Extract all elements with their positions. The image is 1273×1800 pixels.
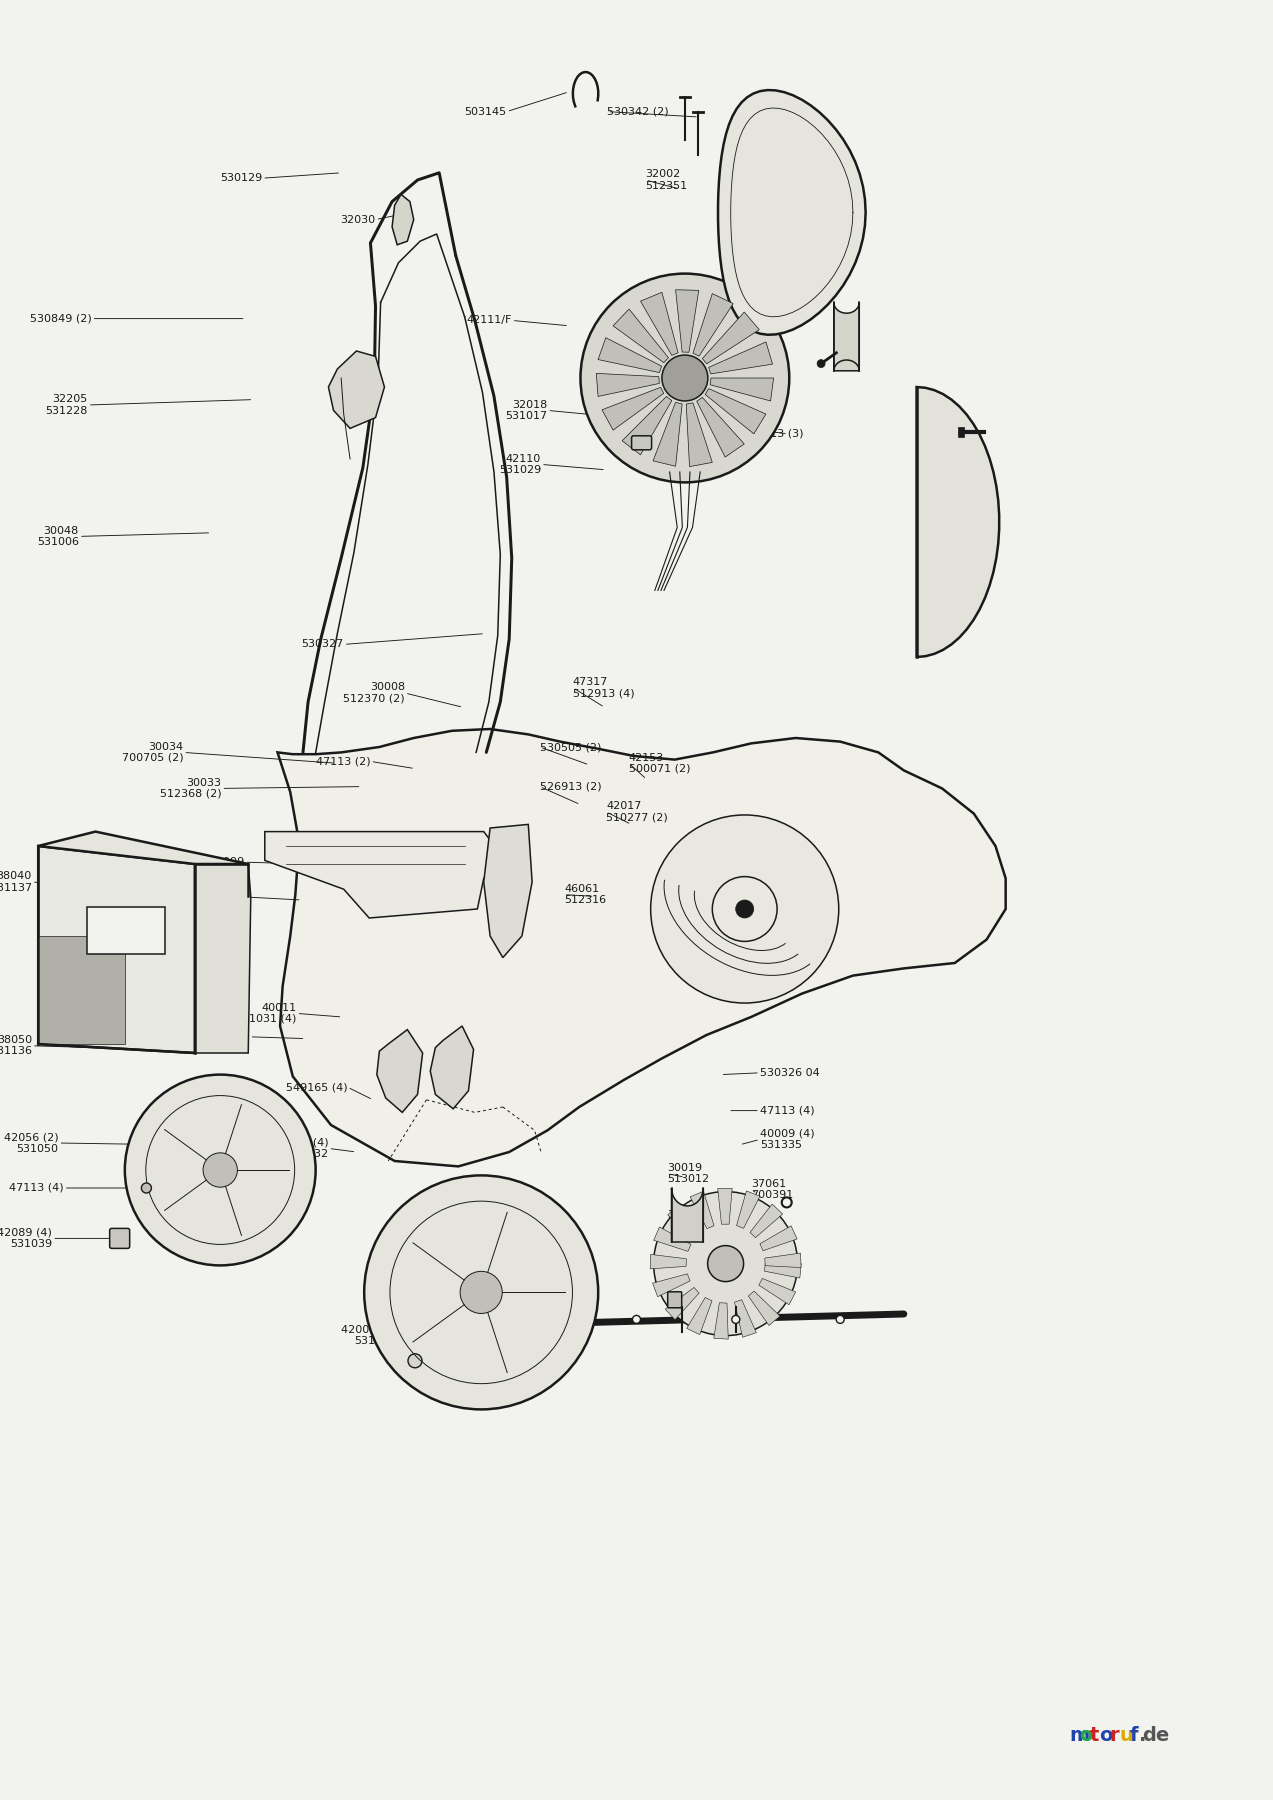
Text: r: r <box>1109 1726 1119 1744</box>
Text: 530327: 530327 <box>302 639 344 650</box>
Text: 42056 (2)
531050: 42056 (2) 531050 <box>4 1132 59 1154</box>
Polygon shape <box>672 1188 704 1242</box>
Text: 312004: 312004 <box>760 292 802 302</box>
Text: o: o <box>1080 1726 1092 1744</box>
Text: 42017
510277 (2): 42017 510277 (2) <box>606 801 668 823</box>
Polygon shape <box>38 936 125 1044</box>
Text: 38005
531133: 38005 531133 <box>437 869 479 891</box>
Circle shape <box>836 1316 844 1323</box>
Text: 42089 (4)
531039: 42089 (4) 531039 <box>0 1228 52 1249</box>
Polygon shape <box>38 846 195 1053</box>
Polygon shape <box>265 832 503 918</box>
Polygon shape <box>377 1030 423 1112</box>
Text: 40018 (4)
531033: 40018 (4) 531033 <box>199 1195 253 1217</box>
Polygon shape <box>596 373 659 396</box>
Text: 30019
513012: 30019 513012 <box>667 1163 709 1184</box>
Polygon shape <box>718 90 866 335</box>
Text: 40012 (4)
531032: 40012 (4) 531032 <box>274 1138 328 1159</box>
Circle shape <box>204 1152 237 1188</box>
Polygon shape <box>622 396 672 455</box>
Text: 40011
531031 (4): 40011 531031 (4) <box>236 1003 297 1024</box>
Text: 38050
531136: 38050 531136 <box>0 1035 32 1057</box>
FancyBboxPatch shape <box>959 427 964 437</box>
Text: 47113 (2): 47113 (2) <box>316 756 370 767</box>
Polygon shape <box>710 378 774 401</box>
Polygon shape <box>703 311 759 364</box>
Polygon shape <box>693 293 733 356</box>
Polygon shape <box>705 389 766 434</box>
Text: 42153
500071 (2): 42153 500071 (2) <box>629 752 690 774</box>
Text: u: u <box>1119 1726 1133 1744</box>
Text: 32205
531228: 32205 531228 <box>46 394 88 416</box>
Text: 530342 (2): 530342 (2) <box>607 106 668 117</box>
Polygon shape <box>666 1287 699 1319</box>
Text: 42110
531029: 42110 531029 <box>499 454 541 475</box>
Text: 32030: 32030 <box>340 214 376 225</box>
Text: 526913 (2): 526913 (2) <box>540 781 601 792</box>
Text: 37061
700391: 37061 700391 <box>751 1179 793 1201</box>
Polygon shape <box>430 1026 474 1109</box>
Text: 503145: 503145 <box>465 106 507 117</box>
Polygon shape <box>653 1274 690 1296</box>
Circle shape <box>580 274 789 482</box>
FancyBboxPatch shape <box>109 1228 130 1249</box>
Polygon shape <box>653 403 682 466</box>
Circle shape <box>364 1175 598 1409</box>
Text: 47113 (3): 47113 (3) <box>713 922 768 932</box>
Polygon shape <box>686 1298 712 1334</box>
Polygon shape <box>668 1204 700 1238</box>
Circle shape <box>653 1192 798 1336</box>
FancyBboxPatch shape <box>631 436 652 450</box>
Circle shape <box>125 1075 316 1265</box>
Circle shape <box>732 1316 740 1323</box>
Polygon shape <box>614 310 668 362</box>
Text: 38009
531140 (2): 38009 531140 (2) <box>188 1026 250 1048</box>
Text: o: o <box>1100 1726 1113 1744</box>
Text: 46061
512316: 46061 512316 <box>564 884 606 905</box>
Text: 530849 (2): 530849 (2) <box>29 313 92 324</box>
Polygon shape <box>484 824 532 958</box>
Circle shape <box>651 815 839 1003</box>
Polygon shape <box>328 351 384 428</box>
FancyBboxPatch shape <box>668 1292 681 1309</box>
Polygon shape <box>765 1253 801 1267</box>
Polygon shape <box>602 387 663 430</box>
Text: 47317
512913 (3): 47317 512913 (3) <box>742 418 803 439</box>
Text: .: . <box>1139 1726 1147 1744</box>
Text: f: f <box>1129 1726 1138 1744</box>
Text: 38004
531135: 38004 531135 <box>192 886 234 907</box>
Text: de: de <box>1142 1726 1170 1744</box>
Text: 47113 (4): 47113 (4) <box>9 1183 64 1193</box>
Text: 32018
531017: 32018 531017 <box>505 400 547 421</box>
Circle shape <box>633 1316 640 1323</box>
Polygon shape <box>640 292 679 355</box>
Polygon shape <box>38 832 248 864</box>
Text: 530505 (2): 530505 (2) <box>540 742 601 752</box>
Text: 32002
512351: 32002 512351 <box>645 169 687 191</box>
Circle shape <box>736 900 754 918</box>
Text: 30034
700705 (2): 30034 700705 (2) <box>122 742 183 763</box>
Polygon shape <box>676 290 699 353</box>
Polygon shape <box>917 387 999 657</box>
Polygon shape <box>686 403 713 466</box>
Text: 38040
531137: 38040 531137 <box>0 871 32 893</box>
Text: 530129: 530129 <box>220 173 262 184</box>
Text: 549165 (4): 549165 (4) <box>286 1082 348 1093</box>
Polygon shape <box>278 729 1006 1166</box>
Polygon shape <box>714 1303 728 1339</box>
Circle shape <box>409 1354 421 1368</box>
Text: 530980: 530980 <box>684 1265 726 1276</box>
Polygon shape <box>834 302 859 371</box>
Polygon shape <box>195 864 251 1053</box>
Text: 47113 (4): 47113 (4) <box>760 1105 815 1116</box>
Polygon shape <box>737 1192 760 1228</box>
Polygon shape <box>735 1300 756 1337</box>
Polygon shape <box>750 1204 783 1238</box>
Circle shape <box>460 1271 503 1314</box>
Text: 30033
512368 (2): 30033 512368 (2) <box>160 778 222 799</box>
Polygon shape <box>718 1188 732 1224</box>
Polygon shape <box>598 338 662 373</box>
Text: 30048
531006: 30048 531006 <box>37 526 79 547</box>
Polygon shape <box>87 907 165 954</box>
Text: 40009 (4)
531335: 40009 (4) 531335 <box>760 1129 815 1150</box>
